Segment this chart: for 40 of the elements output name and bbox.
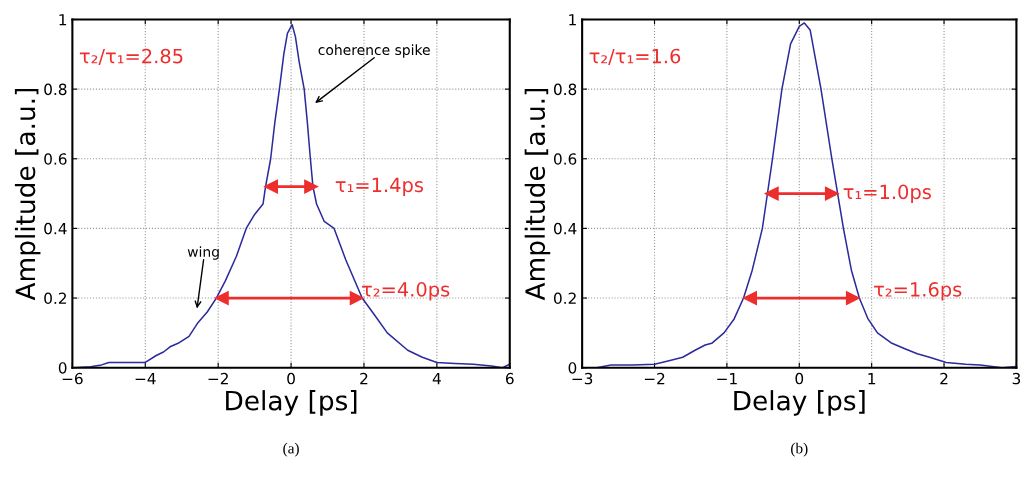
y-tick-label: 0.6 xyxy=(44,153,67,165)
y-tick-label: 1 xyxy=(59,14,67,26)
y-tick-label: 0 xyxy=(568,362,577,374)
x-tick-label: 2 xyxy=(360,372,368,385)
text: (a) xyxy=(283,442,299,457)
x-axis-title: Delay [ps] xyxy=(734,390,865,416)
y-tick-label: 0.2 xyxy=(553,292,576,305)
x-tick-label: −2 xyxy=(644,372,665,385)
annotation: τ₂=1.6ps xyxy=(874,282,962,301)
x-tick-label: −2 xyxy=(208,372,228,385)
annotation: τ₂=4.0ps xyxy=(362,282,450,301)
x-tick-label: 0 xyxy=(795,372,804,385)
annotation: τ₁=1.4ps xyxy=(335,177,424,197)
y-axis-title: Amplitude [a.u.] xyxy=(524,88,551,301)
text: (b) xyxy=(791,442,808,457)
y-tick-label: 1 xyxy=(569,14,576,26)
x-tick-label: 2 xyxy=(940,372,948,385)
annotation: wing xyxy=(187,246,219,260)
y-tick-label: 0.2 xyxy=(44,292,66,305)
x-tick-label: 3 xyxy=(1012,372,1021,385)
y-tick-label: 0.4 xyxy=(44,222,67,235)
annotation: coherence spike xyxy=(318,44,430,58)
y-tick-label: 0.4 xyxy=(553,222,577,235)
y-tick-label: 0.8 xyxy=(44,83,67,96)
x-tick-label: 6 xyxy=(505,372,514,385)
y-axis-title: Amplitude [a.u.] xyxy=(14,88,41,301)
x-tick-label: −3 xyxy=(572,372,593,385)
x-tick-label: 4 xyxy=(432,373,441,385)
y-tick-label: 0.6 xyxy=(553,153,577,165)
x-tick-label: −4 xyxy=(135,373,156,385)
x-tick-label: −1 xyxy=(717,373,737,385)
x-tick-label: 0 xyxy=(287,372,295,385)
y-tick-label: 0 xyxy=(58,362,67,374)
annotation: τ₂/τ₁=2.85 xyxy=(79,48,183,65)
annotation: τ₂/τ₁=1.6 xyxy=(589,48,681,65)
annotation: τ₁=1.0ps xyxy=(843,184,931,203)
x-axis-title: Delay [ps] xyxy=(226,390,357,416)
x-tick-label: 1 xyxy=(868,373,876,385)
y-tick-label: 0.8 xyxy=(553,83,577,96)
x-tick-label: −6 xyxy=(62,372,83,385)
